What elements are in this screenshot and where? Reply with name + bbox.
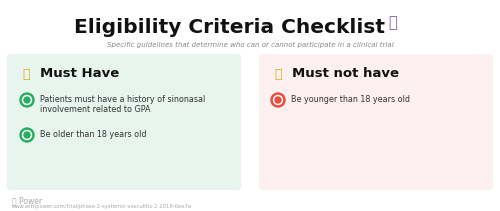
Circle shape [24,132,30,138]
FancyBboxPatch shape [259,54,493,190]
Circle shape [22,130,32,139]
Text: Must not have: Must not have [292,67,399,80]
Text: Must Have: Must Have [40,67,119,80]
Text: ഠ Power: ഠ Power [12,196,42,205]
FancyBboxPatch shape [7,54,241,190]
Text: www.withpower.com/trial/phase-2-systemic-vasculitis-2-2019-6ee7e: www.withpower.com/trial/phase-2-systemic… [12,204,192,209]
Circle shape [271,93,285,107]
Circle shape [22,96,32,104]
Text: Specific guidelines that determine who can or cannot participate in a clinical t: Specific guidelines that determine who c… [106,42,394,48]
Text: ●: ● [24,97,30,103]
Text: 📋: 📋 [388,15,397,30]
Text: Patients must have a history of sinonasal
involvement related to GPA: Patients must have a history of sinonasa… [40,95,205,114]
Text: 👎: 👎 [274,68,281,81]
Circle shape [20,93,34,107]
Circle shape [274,96,282,104]
Text: 👍: 👍 [22,68,30,81]
Circle shape [24,97,30,103]
Circle shape [275,97,281,103]
Text: Eligibility Criteria Checklist: Eligibility Criteria Checklist [74,18,386,37]
Text: Be younger than 18 years old: Be younger than 18 years old [291,95,410,104]
Circle shape [20,128,34,142]
Text: Be older than 18 years old: Be older than 18 years old [40,130,146,139]
